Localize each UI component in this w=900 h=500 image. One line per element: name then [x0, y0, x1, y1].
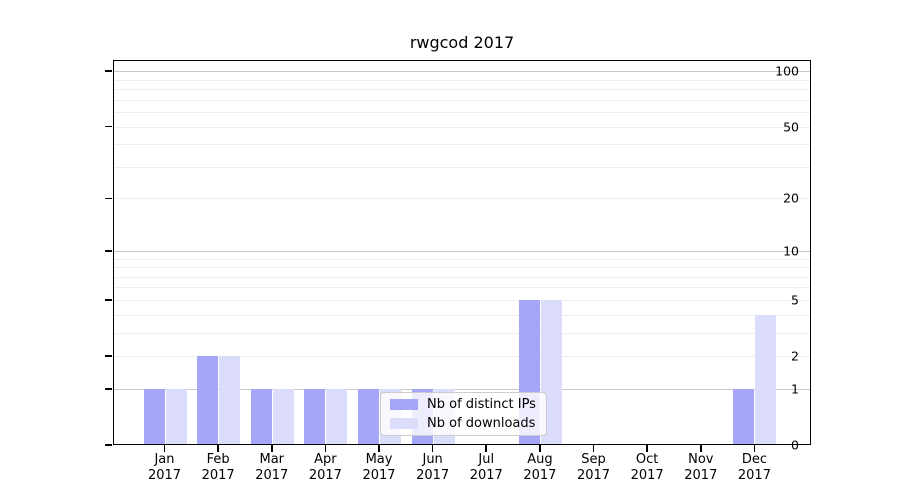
legend-item-downloads: Nb of downloads: [381, 416, 546, 431]
bar-apr-downloads: [326, 388, 348, 445]
x-tick-label: Jul 2017: [469, 452, 503, 483]
legend-item-distinct-ips: Nb of distinct IPs: [381, 397, 546, 412]
gridline-minor: [113, 332, 811, 334]
gridline-minor: [113, 99, 811, 101]
y-tick-label: 10: [783, 243, 799, 259]
x-tick-label: Feb 2017: [201, 452, 235, 483]
gridline-minor: [113, 356, 811, 358]
gridline-minor: [113, 144, 811, 146]
x-axis-tick: [592, 445, 595, 452]
bar-feb-distinct-ips: [197, 356, 219, 445]
x-axis-tick: [270, 445, 273, 452]
gridline-major: [113, 388, 811, 390]
gridline-major: [113, 250, 811, 252]
y-tick-label: 0: [791, 437, 799, 453]
legend: Nb of distinct IPs Nb of downloads: [380, 392, 547, 436]
gridline-minor: [113, 276, 811, 278]
x-tick-label: Jun 2017: [416, 452, 450, 483]
y-tick-label: 50: [783, 119, 799, 135]
legend-label-distinct-ips: Nb of distinct IPs: [427, 397, 536, 412]
y-tick-label: 20: [783, 190, 799, 206]
legend-label-downloads: Nb of downloads: [427, 416, 536, 431]
gridline-minor: [113, 258, 811, 260]
gridline-major: [113, 71, 811, 73]
y-tick-label: 100: [775, 63, 799, 79]
gridline-minor: [113, 198, 811, 200]
y-axis-tick: [105, 355, 112, 357]
x-axis-tick: [431, 445, 434, 452]
chart-title: rwgcod 2017: [409, 33, 515, 52]
bar-mar-distinct-ips: [250, 388, 272, 445]
bar-apr-distinct-ips: [304, 388, 326, 445]
x-axis-tick: [700, 445, 702, 452]
gridline-minor: [113, 126, 811, 128]
gridline-minor: [113, 166, 811, 168]
y-axis-tick: [105, 249, 112, 252]
x-tick-label: Apr 2017: [308, 452, 342, 483]
bar-may-distinct-ips: [358, 388, 380, 445]
gridline-minor: [113, 299, 811, 301]
legend-swatch-downloads: [390, 418, 418, 429]
bar-feb-downloads: [219, 356, 241, 445]
legend-swatch-distinct-ips: [390, 399, 418, 410]
gridline-minor: [113, 267, 811, 269]
x-axis-tick: [753, 445, 756, 452]
y-axis-tick: [105, 197, 112, 200]
bar-mar-downloads: [272, 388, 294, 445]
x-tick-label: Nov 2017: [684, 452, 718, 483]
x-tick-label: Oct 2017: [630, 452, 664, 483]
gridline-minor: [113, 287, 811, 289]
y-tick-label: 5: [791, 292, 799, 308]
y-axis-tick: [105, 70, 112, 72]
x-tick-label: Dec 2017: [737, 452, 771, 483]
x-axis-tick: [324, 445, 327, 452]
gridline-minor: [113, 79, 811, 81]
y-tick-label: 2: [791, 348, 799, 364]
x-axis-tick: [646, 445, 648, 452]
x-axis-tick: [163, 445, 166, 452]
x-axis-tick: [539, 445, 541, 452]
x-axis-tick: [217, 445, 219, 452]
y-axis-tick: [105, 299, 112, 301]
y-tick-label: 1: [791, 381, 799, 397]
x-tick-label: May 2017: [362, 452, 396, 483]
bar-dec-distinct-ips: [733, 388, 755, 445]
y-axis-tick: [105, 125, 112, 128]
x-tick-label: Aug 2017: [523, 452, 557, 483]
bar-dec-downloads: [755, 314, 777, 445]
x-tick-label: Jan 2017: [147, 452, 182, 483]
plot-area: 0 1 2 5 10 20 50 100 Jan 2017 Feb 2017 Mar 2017 Apr…: [105, 60, 811, 483]
x-axis-tick: [378, 445, 380, 452]
y-axis-tick: [105, 444, 112, 446]
x-tick-label: Mar 2017: [255, 452, 289, 483]
bar-jan-downloads: [165, 388, 187, 445]
gridline-minor: [113, 112, 811, 114]
y-axis-tick: [105, 388, 112, 390]
x-tick-label: Sep 2017: [576, 452, 611, 483]
x-axis-tick: [485, 445, 488, 452]
gridline-minor: [113, 314, 811, 316]
gridline-minor: [113, 89, 811, 91]
bar-jan-distinct-ips: [143, 388, 165, 445]
